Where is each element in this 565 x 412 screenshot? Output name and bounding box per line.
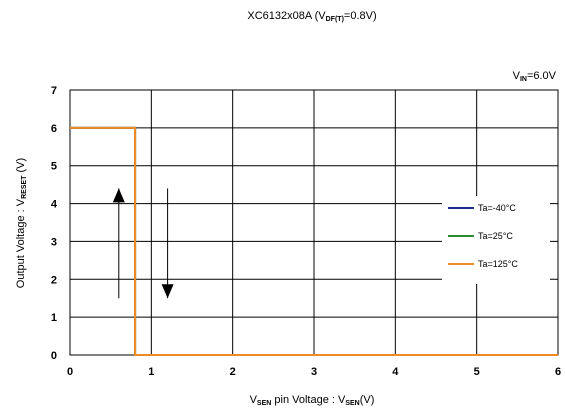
- chart-title-subscript: DF(T): [326, 16, 344, 23]
- x-tick-label: 2: [230, 366, 236, 378]
- x-axis-label: VSEN pin Voltage : VSEN(V): [250, 394, 375, 407]
- arrow-down-head: [161, 284, 174, 299]
- chart-title: XC6132x08A (VDF(T)=0.8V): [247, 10, 376, 23]
- condition-tail: =6.0V: [527, 70, 557, 82]
- legend-label: Ta=25°C: [478, 231, 513, 241]
- x-axis-label-a-sub: SEN: [257, 400, 271, 407]
- y-tick-label: 3: [51, 236, 57, 248]
- y-tick-label: 0: [51, 350, 57, 362]
- y-axis-label-a: Output Voltage : V: [15, 198, 27, 288]
- x-tick-label: 1: [148, 366, 154, 378]
- x-tick-label: 3: [311, 366, 317, 378]
- y-axis-label-a-sub: RESET: [21, 175, 28, 199]
- condition-main: V: [513, 70, 521, 82]
- x-tick-labels: 0 1 2 3 4 5 6: [67, 366, 561, 378]
- x-axis-label-b-sub: SEN: [345, 400, 359, 407]
- hysteresis-arrows: [112, 188, 174, 299]
- condition-subscript: IN: [520, 76, 527, 83]
- y-axis-label: Output Voltage : VRESET (V): [15, 158, 28, 288]
- x-tick-label: 4: [392, 366, 399, 378]
- y-tick-label: 2: [51, 274, 57, 286]
- arrow-up-head: [112, 188, 125, 203]
- x-tick-label: 6: [555, 366, 561, 378]
- y-tick-label: 6: [51, 123, 57, 135]
- y-tick-label: 7: [51, 85, 57, 97]
- legend-box: [442, 196, 550, 284]
- y-axis-label-b: (V): [15, 158, 27, 176]
- legend-label: Ta=125°C: [478, 259, 518, 269]
- y-tick-label: 5: [51, 161, 57, 173]
- x-tick-label: 5: [474, 366, 480, 378]
- y-tick-label: 4: [51, 199, 58, 211]
- legend-label: Ta=-40°C: [478, 203, 516, 213]
- x-axis-label-c: (V): [360, 394, 375, 406]
- chart-title-tail: =0.8V): [344, 10, 377, 22]
- y-tick-labels: 0 1 2 3 4 5 6 7: [51, 85, 58, 362]
- series-lines: [70, 126, 558, 356]
- condition-label: VIN=6.0V: [513, 70, 557, 83]
- x-tick-label: 0: [67, 366, 73, 378]
- legend: Ta=-40°C Ta=25°C Ta=125°C: [442, 196, 550, 284]
- y-tick-label: 1: [51, 312, 57, 324]
- x-axis-label-b: pin Voltage : V: [271, 394, 346, 406]
- x-axis-label-a: V: [250, 394, 258, 406]
- chart-title-main: XC6132x08A (V: [247, 10, 326, 22]
- series-line: [70, 126, 558, 356]
